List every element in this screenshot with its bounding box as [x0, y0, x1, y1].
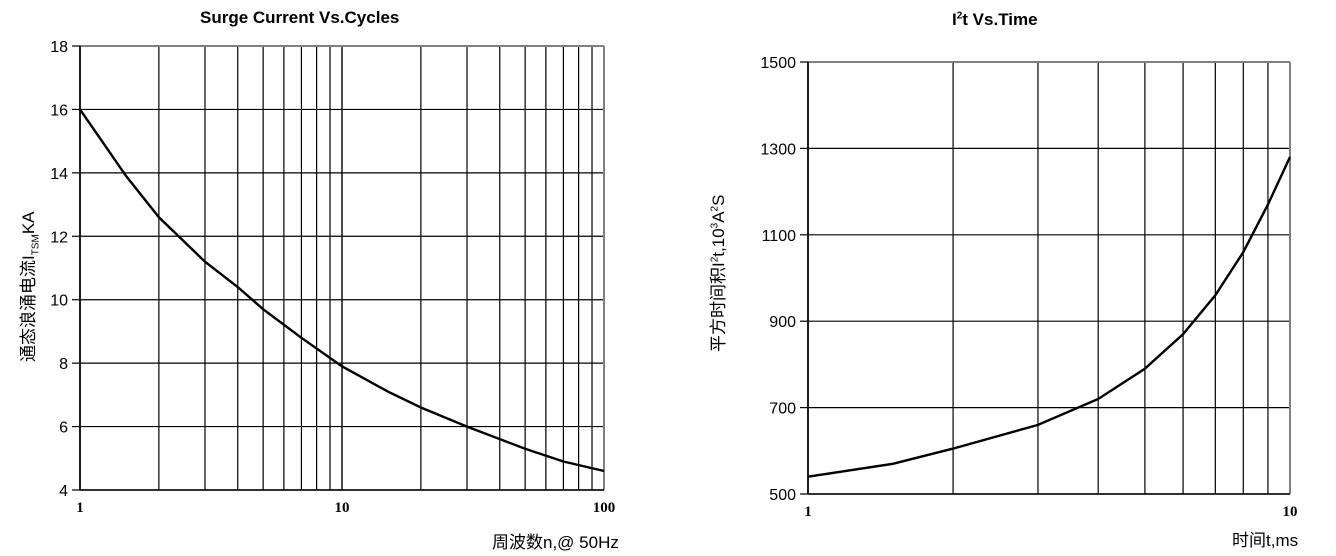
y-tick-label: 16 — [50, 102, 68, 119]
x-tick-label: 10 — [335, 500, 350, 516]
y-tick-label: 1500 — [760, 55, 796, 72]
data-series-line — [79, 108, 605, 473]
x-tick-label: 10 — [1283, 504, 1298, 520]
y-tick-label: 14 — [50, 166, 68, 183]
y-tick-label: 12 — [50, 229, 68, 246]
y-tick-label: 6 — [59, 420, 68, 437]
y-tick-label: 18 — [50, 39, 68, 56]
i2t-plot: 1 10 500 700 900 1100 1300 1500 — [760, 55, 1298, 520]
y-tick-label: 900 — [769, 314, 796, 331]
y-tick-label: 8 — [59, 356, 68, 373]
y-tick-label: 1100 — [762, 228, 797, 245]
i2t-chart: I2t Vs.Time 平方时间积I2t,103A2S 时间t,ms 1 10 50… — [640, 0, 1336, 556]
y-tick-label: 4 — [59, 483, 68, 500]
y-tick-label: 10 — [50, 293, 68, 310]
surge-current-chart: Surge Current Vs.Cycles 通态浪涌电流ITSMKA 周波数… — [0, 0, 640, 556]
x-tick-label: 100 — [593, 500, 616, 516]
x-axis-label: 时间t,ms — [1232, 531, 1299, 550]
chart-title: Surge Current Vs.Cycles — [200, 8, 400, 27]
x-tick-label: 1 — [804, 504, 812, 520]
y-tick-label: 1300 — [760, 141, 796, 158]
chart-title: I2t Vs.Time — [952, 10, 1038, 29]
x-tick-label: 1 — [76, 500, 84, 516]
data-series-line — [807, 156, 1292, 478]
y-tick-label: 500 — [769, 487, 796, 504]
y-tick-label: 700 — [769, 401, 796, 418]
surge-current-plot: 1 10 100 4 6 8 10 12 14 16 18 — [50, 39, 616, 516]
x-axis-label: 周波数n,@ 50Hz — [492, 533, 619, 552]
